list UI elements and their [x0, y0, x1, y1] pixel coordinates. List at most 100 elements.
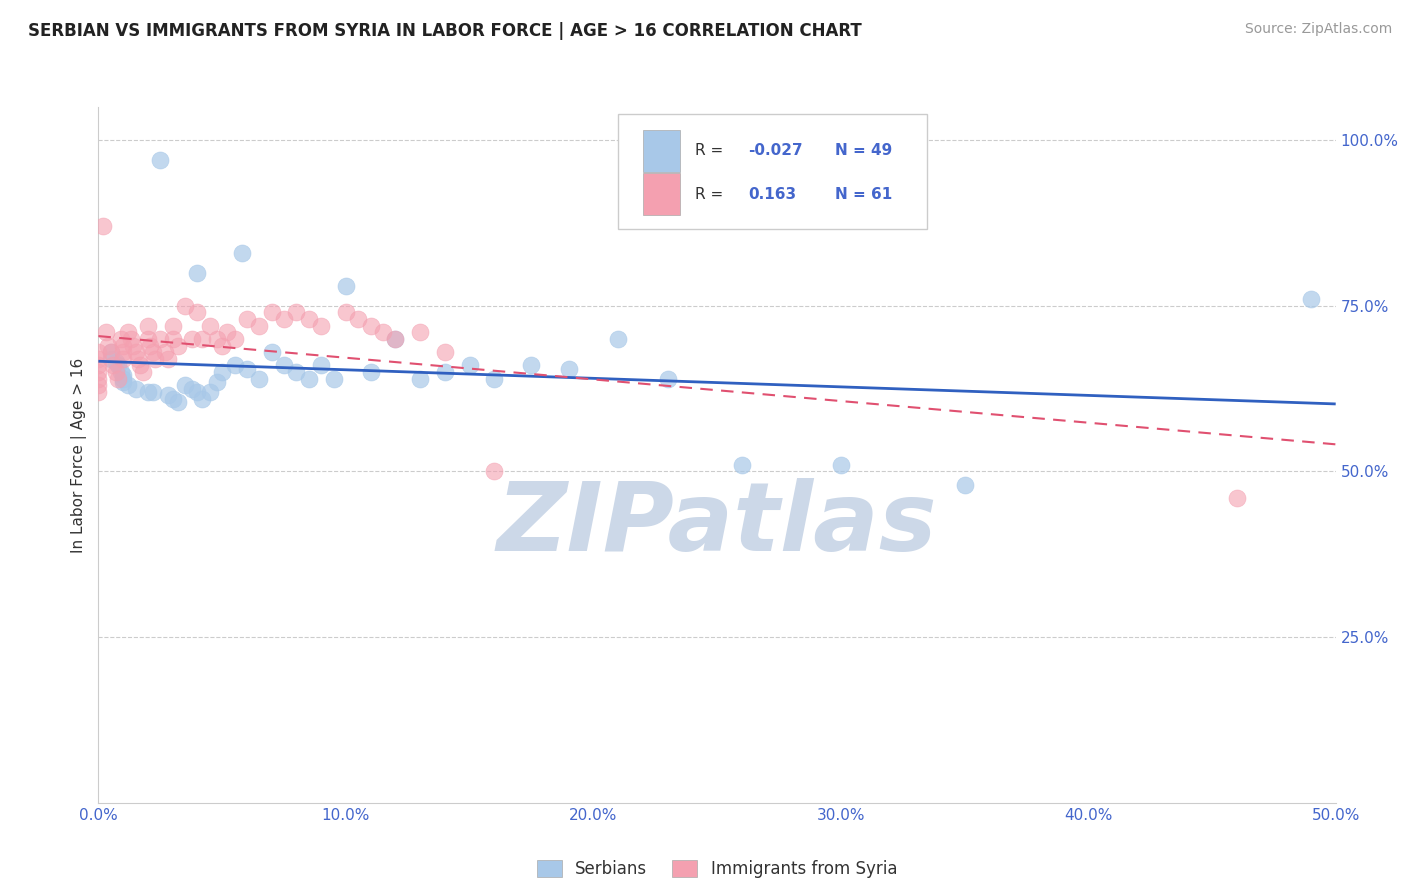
Point	[136, 332, 159, 346]
Point	[103, 359, 125, 373]
Point	[100, 345, 122, 359]
Point	[285, 305, 308, 319]
Point	[174, 299, 197, 313]
FancyBboxPatch shape	[643, 173, 681, 215]
Point	[186, 266, 208, 280]
Point	[205, 332, 228, 346]
Point	[162, 392, 184, 406]
Point	[97, 338, 120, 352]
Point	[260, 345, 283, 359]
Point	[217, 326, 239, 340]
Text: R =: R =	[695, 186, 728, 202]
Point	[124, 345, 146, 359]
Point	[1299, 292, 1322, 306]
Point	[162, 332, 184, 346]
Point	[93, 219, 115, 234]
Point	[309, 359, 332, 373]
Point	[142, 384, 165, 399]
Point	[273, 312, 295, 326]
Point	[191, 392, 214, 406]
Point	[87, 365, 110, 379]
Point	[236, 361, 259, 376]
Point	[520, 359, 543, 373]
Point	[484, 465, 506, 479]
Point	[384, 332, 406, 346]
Point	[298, 372, 321, 386]
Point	[129, 359, 152, 373]
Point	[830, 458, 852, 472]
Point	[273, 359, 295, 373]
Point	[384, 332, 406, 346]
Point	[110, 365, 132, 379]
Point	[607, 332, 630, 346]
Text: -0.027: -0.027	[748, 144, 803, 159]
Point	[149, 332, 172, 346]
Point	[166, 395, 188, 409]
Text: 0.163: 0.163	[748, 186, 796, 202]
Point	[139, 338, 162, 352]
Point	[110, 332, 132, 346]
Point	[191, 332, 214, 346]
Point	[87, 384, 110, 399]
Point	[731, 458, 754, 472]
Point	[205, 375, 228, 389]
Point	[953, 477, 976, 491]
Point	[409, 326, 432, 340]
Point	[186, 384, 208, 399]
Point	[433, 365, 456, 379]
Point	[211, 338, 233, 352]
Point	[112, 372, 135, 386]
Point	[124, 382, 146, 396]
Point	[409, 372, 432, 386]
Point	[360, 318, 382, 333]
Text: R =: R =	[695, 144, 728, 159]
Point	[87, 378, 110, 392]
Point	[117, 378, 139, 392]
Point	[100, 345, 122, 359]
Text: SERBIAN VS IMMIGRANTS FROM SYRIA IN LABOR FORCE | AGE > 16 CORRELATION CHART: SERBIAN VS IMMIGRANTS FROM SYRIA IN LABO…	[28, 22, 862, 40]
Point	[260, 305, 283, 319]
Point	[224, 359, 246, 373]
Point	[117, 326, 139, 340]
Point	[104, 365, 127, 379]
Point	[198, 384, 221, 399]
Point	[107, 372, 129, 386]
Point	[87, 345, 110, 359]
Point	[127, 351, 149, 366]
Point	[285, 365, 308, 379]
Point	[186, 305, 208, 319]
Point	[100, 351, 122, 366]
Point	[371, 326, 394, 340]
Point	[298, 312, 321, 326]
Text: ZIPatlas: ZIPatlas	[496, 478, 938, 571]
Point	[112, 351, 135, 366]
Point	[87, 351, 110, 366]
Point	[247, 372, 270, 386]
Point	[231, 245, 253, 260]
Point	[112, 375, 135, 389]
Point	[224, 332, 246, 346]
Point	[136, 318, 159, 333]
Point	[458, 359, 481, 373]
Text: Source: ZipAtlas.com: Source: ZipAtlas.com	[1244, 22, 1392, 37]
Point	[309, 318, 332, 333]
Point	[211, 365, 233, 379]
Point	[142, 345, 165, 359]
Point	[156, 351, 179, 366]
Point	[162, 318, 184, 333]
Point	[149, 153, 172, 167]
FancyBboxPatch shape	[619, 114, 928, 229]
Point	[322, 372, 344, 386]
Point	[484, 372, 506, 386]
FancyBboxPatch shape	[643, 130, 681, 172]
Point	[112, 338, 135, 352]
Legend: Serbians, Immigrants from Syria: Serbians, Immigrants from Syria	[530, 854, 904, 885]
Point	[136, 384, 159, 399]
Point	[335, 279, 357, 293]
Point	[156, 388, 179, 402]
Point	[657, 372, 679, 386]
Point	[143, 351, 166, 366]
Point	[132, 365, 155, 379]
Point	[112, 345, 135, 359]
Point	[174, 378, 197, 392]
